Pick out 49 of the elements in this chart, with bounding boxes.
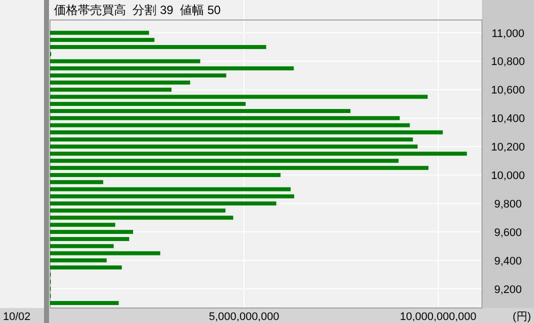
bar [50, 59, 200, 64]
bar [50, 45, 266, 50]
bar [50, 102, 246, 106]
bar [50, 222, 116, 227]
bar [50, 80, 190, 85]
bar [50, 116, 400, 120]
bar [50, 109, 350, 114]
bar [50, 30, 149, 35]
bar [50, 230, 134, 234]
x-axis-title: (円) [512, 311, 531, 323]
y-tick-label: 10,000 [491, 170, 525, 182]
bar [50, 123, 410, 128]
x-tick-label: 5,000,000,000 [208, 311, 280, 323]
bar [50, 173, 281, 178]
y-tick-label: 11,000 [492, 28, 524, 40]
bar [50, 180, 104, 184]
bar [50, 144, 418, 149]
y-tick-label: 10,200 [491, 142, 525, 154]
bar [50, 301, 119, 306]
y-tick-label: 10,800 [491, 56, 525, 68]
bar [50, 158, 399, 163]
bar [50, 187, 291, 192]
x-tick-label: 10,000,000,000 [400, 311, 476, 323]
bar [50, 73, 226, 78]
bar [50, 216, 234, 220]
bar [50, 94, 428, 99]
bar [50, 66, 294, 70]
bar [50, 137, 413, 142]
bar [50, 244, 114, 248]
y-tick-label: 9,400 [494, 255, 522, 268]
bar [50, 251, 160, 256]
bar [50, 38, 154, 42]
y-tick-label: 9,600 [494, 226, 522, 239]
text: 10/02 [3, 311, 31, 323]
bar [50, 88, 172, 92]
bar [50, 265, 122, 270]
bar [50, 166, 428, 170]
bar [50, 208, 226, 213]
y-tick-label: 9,800 [494, 198, 522, 210]
bar [50, 194, 294, 198]
bar [50, 130, 443, 134]
bar [50, 237, 130, 242]
chart-title: 価格帯売買高 分割 39 値幅 50 [54, 3, 222, 17]
y-tick-label: 9,200 [494, 284, 522, 296]
bar [50, 201, 276, 206]
y-tick-label: 10,400 [491, 113, 525, 126]
bar [50, 152, 467, 156]
y-tick-label: 10,600 [491, 84, 525, 97]
bar [50, 258, 107, 262]
